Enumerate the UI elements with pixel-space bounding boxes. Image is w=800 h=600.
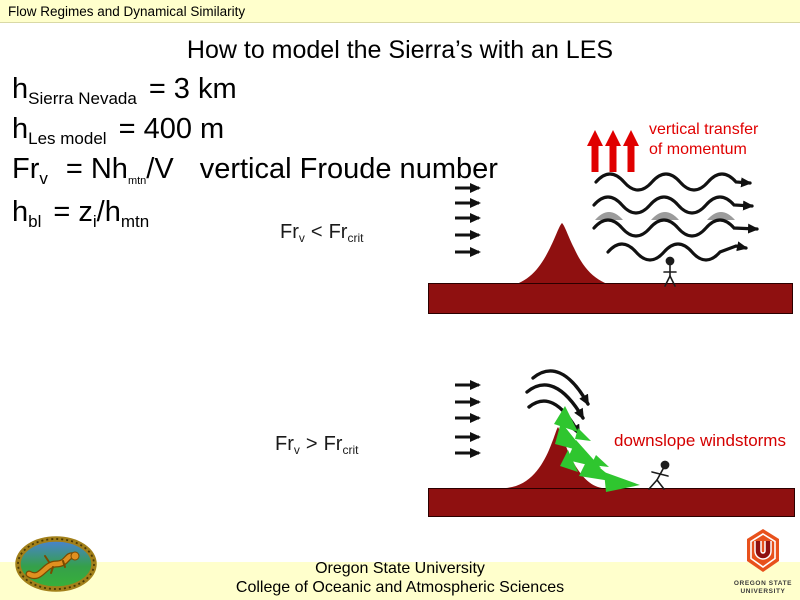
equation-block: hSierra Nevada = 3 km hLes model = 400 m F… <box>12 74 498 237</box>
wind-arrow-icons <box>455 380 481 458</box>
coas-oval-logo <box>15 536 97 592</box>
eq1-base: h <box>12 73 29 105</box>
eq4-subscript: bl <box>28 212 42 231</box>
eq1-subscript: Sierra Nevada <box>28 89 137 108</box>
gray-wave-cloud-bumps <box>595 212 735 220</box>
ground-bar <box>428 488 795 517</box>
red-up-arrow-icon <box>587 130 639 172</box>
eq3-base: Fr <box>12 153 40 185</box>
eq3-mid: = Nh <box>65 153 128 185</box>
eq2-base: h <box>12 113 29 145</box>
label2-fr: Fr <box>275 433 294 455</box>
wind-arrow-icons <box>455 183 481 257</box>
header-title: Flow Regimes and Dynamical Similarity <box>8 4 246 19</box>
label2-sub2: crit <box>342 443 359 457</box>
footer-bar <box>0 562 800 600</box>
eq4-base: h <box>12 196 29 228</box>
eq4-subscript3: mtn <box>120 212 150 231</box>
stick-figure-person <box>663 256 677 287</box>
osu-wordmark-line1: OREGON STATE <box>733 580 793 587</box>
eq4-mid: = z <box>53 196 93 228</box>
footer-university: Oregon State University <box>315 560 485 577</box>
label2-op: > <box>305 433 318 455</box>
eq3-subscript2: mtn <box>127 175 147 187</box>
osu-shield-icon <box>747 529 779 572</box>
footer-college: College of Oceanic and Atmospheric Scien… <box>235 579 565 596</box>
vertical-transfer-line2: of momentum <box>649 141 747 158</box>
footer-text: Oregon State University College of Ocean… <box>0 559 800 597</box>
slide-header-bar: Flow Regimes and Dynamical Similarity <box>0 0 800 23</box>
label1-sub: v <box>298 231 305 245</box>
equation-hbl: hbl = zi/hmtn <box>12 197 498 237</box>
equation-h-sierra: hSierra Nevada = 3 km <box>12 74 498 114</box>
equation-h-les: hLes model = 400 m <box>12 114 498 154</box>
label2-sub: v <box>293 443 300 457</box>
vertical-transfer-label: vertical transfer of momentum <box>649 120 789 160</box>
regime-label-subcritical: Frv < Frcrit <box>280 221 363 245</box>
downslope-windstorms-label: downslope windstorms <box>614 431 786 450</box>
oval-logo-rim-text <box>17 538 95 590</box>
label2-fr2: Fr <box>323 433 343 455</box>
label1-fr2: Fr <box>328 221 348 243</box>
salamander-icon <box>25 551 80 580</box>
equation-froude: Frv = Nhmtn/V vertical Froude number <box>12 154 498 197</box>
subcritical-flow-diagram <box>428 172 793 314</box>
eq4-mid2: /h <box>96 196 121 228</box>
label1-fr: Fr <box>280 221 299 243</box>
eq3-tail: /V <box>146 153 174 185</box>
eq4-subscript2: i <box>92 212 97 231</box>
regime-label-supercritical: Frv > Frcrit <box>275 433 358 457</box>
eq2-value: = 400 m <box>118 113 225 145</box>
label1-op: < <box>310 221 323 243</box>
eq1-value: = 3 km <box>148 73 237 105</box>
eq3-note: vertical Froude number <box>199 153 498 185</box>
eq3-subscript: v <box>39 169 48 188</box>
stick-figure-person <box>648 460 670 490</box>
lee-wave-lines <box>592 172 759 262</box>
mountain-peak <box>506 427 602 488</box>
label1-sub2: crit <box>347 231 364 245</box>
eq2-subscript: Les model <box>28 129 107 148</box>
osu-wordmark-line2: UNIVERSITY <box>740 588 786 595</box>
green-downslope-arrow-cascade <box>554 406 640 492</box>
osu-logo-block: OREGON STATE UNIVERSITY <box>733 529 793 596</box>
osu-wordmark: OREGON STATE UNIVERSITY <box>733 580 793 596</box>
ground-bar <box>428 283 793 314</box>
vertical-transfer-line1: vertical transfer <box>649 121 759 138</box>
page-title: How to model the Sierra’s with an LES <box>186 36 614 64</box>
mountain-peak <box>498 223 626 288</box>
supercritical-flow-diagram <box>428 369 795 517</box>
vertical-momentum-arrow-icons <box>587 130 639 172</box>
